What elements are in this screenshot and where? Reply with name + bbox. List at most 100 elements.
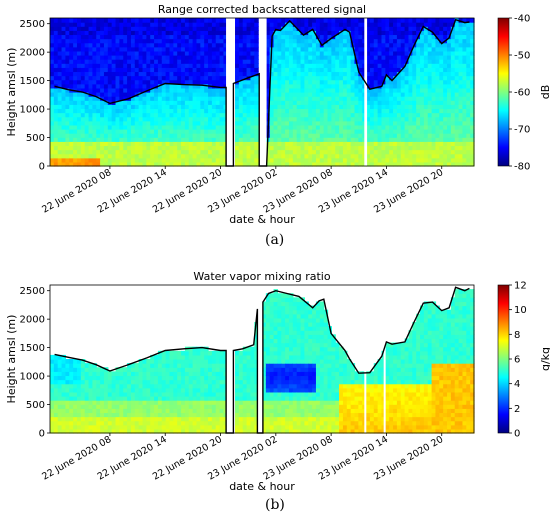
heatmap-cell [358, 124, 363, 130]
heatmap-cell [435, 71, 440, 77]
heatmap-cell [358, 30, 363, 36]
heatmap-cell [208, 412, 213, 418]
heatmap-cell [296, 137, 302, 142]
heatmap-cell [50, 63, 55, 68]
heatmap-cell [50, 359, 55, 364]
heatmap-cell [354, 71, 359, 77]
heatmap-cell [84, 141, 90, 147]
heatmap-cell [235, 153, 240, 159]
heatmap-cell [61, 22, 67, 27]
heatmap-cell [192, 22, 198, 27]
heatmap-cell [319, 30, 325, 36]
heatmap-cell [366, 63, 371, 68]
heatmap-cell [447, 71, 452, 77]
heatmap-cell [150, 63, 155, 68]
heatmap-cell [389, 50, 394, 56]
heatmap-cell [466, 108, 471, 114]
heatmap-cell [308, 22, 313, 27]
heatmap-cell [150, 153, 155, 159]
heatmap-cell [204, 396, 209, 401]
heatmap-cell [381, 87, 386, 93]
heatmap-cell [242, 346, 248, 352]
heatmap-cell [288, 145, 294, 151]
heatmap-cell [408, 46, 413, 52]
heatmap-cell [246, 161, 252, 167]
heatmap-cell [115, 133, 120, 138]
heatmap-cell [215, 59, 221, 64]
heatmap-cell [107, 38, 113, 44]
heatmap-cell [181, 359, 186, 364]
heatmap-cell [65, 137, 70, 142]
heatmap-cell [200, 79, 205, 85]
heatmap-cell [246, 96, 252, 101]
heatmap-cell [115, 161, 120, 167]
heatmap-cell [304, 83, 309, 89]
heatmap-cell [219, 96, 225, 101]
heatmap-cell [211, 383, 217, 389]
heatmap-cell [373, 129, 379, 134]
heatmap-cell [154, 18, 159, 23]
heatmap-cell [57, 363, 63, 368]
heatmap-cell [92, 96, 97, 101]
heatmap-cell [119, 428, 124, 434]
heatmap-cell [285, 120, 290, 126]
heatmap-cell [346, 153, 352, 159]
heatmap-cell [254, 38, 259, 44]
heatmap-cell [412, 137, 417, 142]
heatmap-cell [192, 412, 198, 418]
heatmap-cell [92, 149, 97, 155]
heatmap-cell [88, 137, 93, 142]
heatmap-cell [111, 149, 117, 155]
heatmap-cell [154, 100, 159, 105]
heatmap-cell [154, 149, 159, 155]
heatmap-cell [177, 371, 182, 377]
heatmap-cell [288, 71, 294, 77]
heatmap-cell [80, 416, 86, 422]
heatmap-cell [65, 428, 70, 434]
heatmap-cell [450, 22, 456, 27]
heatmap-cell [146, 71, 151, 77]
heatmap-cell [111, 83, 117, 89]
heatmap-cell [50, 100, 55, 105]
heatmap-cell [150, 75, 155, 81]
heatmap-cell [154, 145, 159, 151]
heatmap-cell [400, 67, 406, 73]
heatmap-cell [470, 92, 475, 97]
heatmap-cell [323, 87, 329, 93]
heatmap-cell [304, 92, 309, 97]
heatmap-cell [254, 322, 259, 327]
heatmap-cell [146, 67, 151, 73]
heatmap-cell [154, 104, 159, 110]
heatmap-cell [208, 371, 213, 377]
heatmap-cell [462, 22, 467, 27]
heatmap-cell [304, 87, 309, 93]
heatmap-cell [177, 404, 182, 409]
heatmap-cell [242, 404, 248, 409]
heatmap-cell [177, 71, 182, 77]
heatmap-cell [269, 145, 275, 151]
heatmap-cell [69, 100, 74, 105]
heatmap-cell [196, 38, 201, 44]
heatmap-cell [277, 145, 282, 151]
heatmap-cell [412, 87, 417, 93]
heatmap-cell [238, 412, 244, 418]
heatmap-cell [181, 124, 186, 130]
heatmap-cell [366, 42, 371, 48]
heatmap-cell [265, 71, 271, 77]
heatmap-cell [111, 42, 117, 48]
heatmap-cell [277, 59, 282, 64]
heatmap-cell [238, 92, 244, 97]
heatmap-cell [385, 63, 390, 68]
heatmap-cell [96, 100, 101, 105]
heatmap-cell [165, 67, 171, 73]
heatmap-cell [134, 38, 140, 44]
heatmap-cell [235, 108, 240, 114]
heatmap-cell [242, 387, 248, 393]
heatmap-cell [119, 157, 124, 163]
heatmap-cell [254, 133, 259, 138]
heatmap-cell [308, 100, 313, 105]
heatmap-cell [165, 371, 171, 377]
heatmap-cell [73, 133, 78, 138]
heatmap-cell [103, 145, 109, 151]
heatmap-cell [88, 112, 93, 118]
